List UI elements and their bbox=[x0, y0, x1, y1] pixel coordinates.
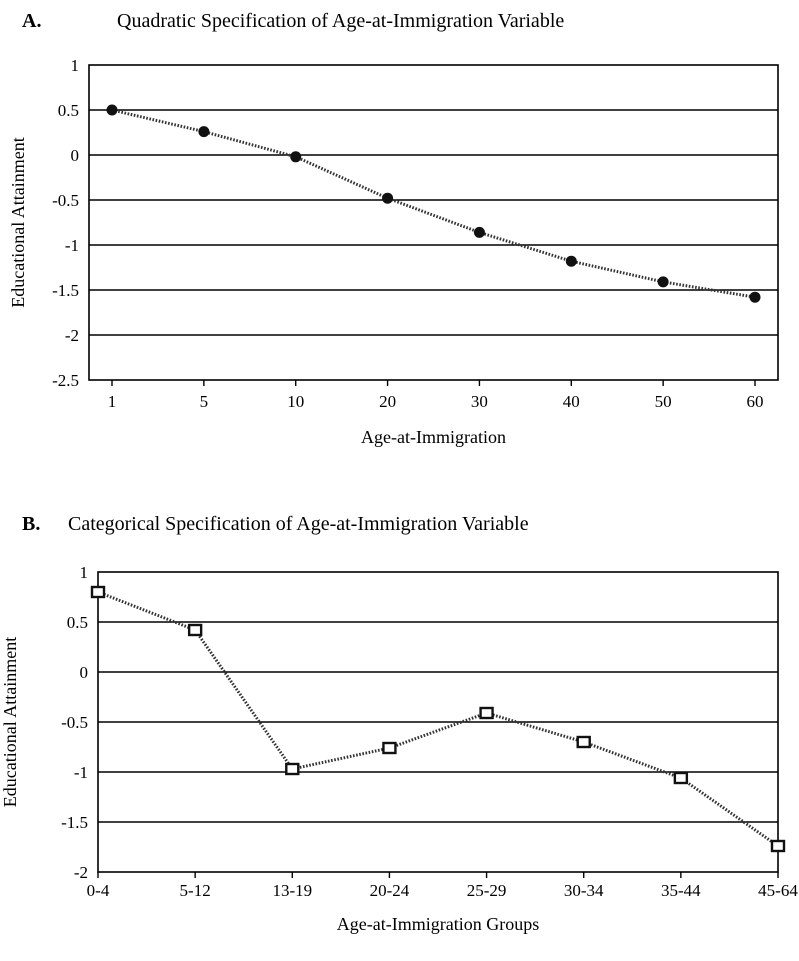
y-tick-label: 1 bbox=[71, 56, 80, 75]
plot-area bbox=[88, 64, 779, 381]
y-tick-label: 0.5 bbox=[67, 613, 88, 632]
series-line bbox=[97, 590, 779, 848]
y-tick-label: 0.5 bbox=[58, 101, 79, 120]
data-point bbox=[565, 255, 577, 267]
chart-panel-a: A. Quadratic Specification of Age-at-Immi… bbox=[8, 10, 779, 447]
y-axis-title: Educational Attainment bbox=[0, 637, 20, 807]
y-tick-label: -0.5 bbox=[61, 713, 88, 732]
data-point bbox=[479, 706, 494, 720]
x-tick-label: 30-34 bbox=[564, 881, 604, 900]
x-tick-label: 25-29 bbox=[467, 881, 507, 900]
panel-label: A. bbox=[22, 10, 41, 32]
y-tick-label: -0.5 bbox=[52, 191, 79, 210]
data-point bbox=[657, 276, 669, 288]
data-point bbox=[285, 762, 300, 776]
x-tick-label: 35-44 bbox=[661, 881, 701, 900]
series-line bbox=[111, 108, 756, 299]
y-tick-label: -1 bbox=[65, 236, 79, 255]
x-tick-label: 30 bbox=[471, 392, 488, 411]
data-point bbox=[106, 104, 118, 116]
data-point bbox=[198, 126, 210, 138]
data-point bbox=[382, 192, 394, 204]
data-point bbox=[473, 226, 485, 238]
x-tick-label: 0-4 bbox=[87, 881, 110, 900]
data-point bbox=[770, 839, 786, 853]
y-tick-label: -2 bbox=[65, 326, 79, 345]
y-tick-label: 0 bbox=[71, 146, 80, 165]
x-tick-label: 5 bbox=[200, 392, 209, 411]
y-tick-label: -1.5 bbox=[61, 813, 88, 832]
chart-title: Quadratic Specification of Age-at-Immigr… bbox=[117, 10, 564, 32]
x-tick-label: 60 bbox=[747, 392, 764, 411]
x-axis-title: Age-at-Immigration Groups bbox=[337, 914, 539, 934]
y-tick-label: -2.5 bbox=[52, 371, 79, 390]
x-tick-label: 1 bbox=[108, 392, 117, 411]
y-tick-label: 1 bbox=[80, 563, 89, 582]
x-tick-label: 10 bbox=[287, 392, 304, 411]
x-tick-label: 50 bbox=[655, 392, 672, 411]
y-tick-label: -2 bbox=[74, 863, 88, 882]
y-tick-label: -1 bbox=[74, 763, 88, 782]
x-tick-label: 20 bbox=[379, 392, 396, 411]
x-tick-label: 5-12 bbox=[180, 881, 211, 900]
data-point bbox=[187, 623, 203, 637]
x-tick-label: 20-24 bbox=[370, 881, 410, 900]
data-point bbox=[673, 771, 689, 785]
plot-area bbox=[97, 571, 779, 873]
x-tick-label: 45-64 bbox=[758, 881, 798, 900]
x-tick-label: 40 bbox=[563, 392, 580, 411]
data-point bbox=[749, 291, 761, 303]
data-point bbox=[382, 741, 397, 755]
x-tick-label: 13-19 bbox=[272, 881, 312, 900]
y-tick-label: -1.5 bbox=[52, 281, 79, 300]
chart-panel-b: B. Categorical Specification of Age-at-Im… bbox=[0, 513, 798, 934]
data-point bbox=[90, 585, 106, 599]
data-point bbox=[290, 151, 302, 163]
data-point bbox=[576, 735, 591, 749]
chart-title: Categorical Specification of Age-at-Immi… bbox=[68, 513, 529, 535]
x-axis-title: Age-at-Immigration bbox=[361, 427, 506, 447]
y-tick-label: 0 bbox=[80, 663, 89, 682]
panel-label: B. bbox=[22, 513, 40, 535]
y-axis-title: Educational Attainment bbox=[8, 137, 28, 307]
